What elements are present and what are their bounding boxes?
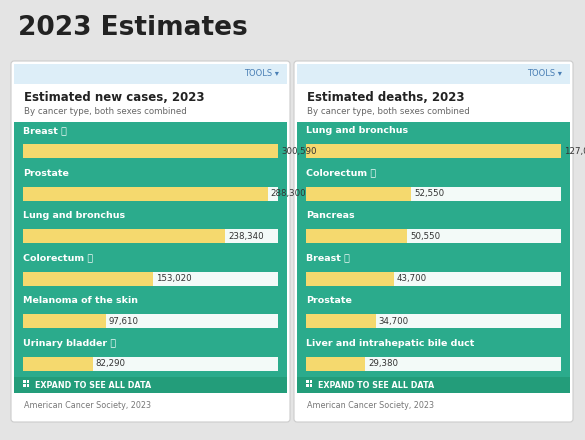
Bar [306, 356, 365, 370]
Text: Lung and bronchus: Lung and bronchus [306, 126, 408, 135]
Bar [297, 393, 570, 419]
Bar [306, 381, 308, 383]
Text: EXPAND TO SEE ALL DATA: EXPAND TO SEE ALL DATA [318, 381, 434, 389]
Bar [23, 229, 225, 243]
Text: 34,700: 34,700 [378, 317, 409, 326]
Bar [23, 356, 93, 370]
Text: Breast ⓘ: Breast ⓘ [306, 253, 350, 263]
Bar [306, 356, 561, 370]
Text: Urinary bladder ⓘ: Urinary bladder ⓘ [23, 338, 116, 348]
Bar [23, 381, 26, 383]
Text: 50,550: 50,550 [411, 231, 441, 241]
Bar [23, 144, 278, 158]
Bar [23, 384, 26, 387]
Bar [306, 271, 561, 286]
Bar [14, 64, 287, 84]
Text: 52,550: 52,550 [414, 189, 445, 198]
Bar [14, 393, 287, 419]
Text: EXPAND TO SEE ALL DATA: EXPAND TO SEE ALL DATA [35, 381, 152, 389]
Text: Prostate: Prostate [306, 296, 352, 305]
FancyBboxPatch shape [294, 61, 573, 422]
Text: 82,290: 82,290 [96, 359, 126, 368]
Text: 2023 Estimates: 2023 Estimates [18, 15, 248, 41]
Text: TOOLS ▾: TOOLS ▾ [527, 70, 562, 78]
Bar [306, 187, 561, 201]
Bar [23, 229, 278, 243]
Bar [23, 187, 267, 201]
Text: By cancer type, both sexes combined: By cancer type, both sexes combined [24, 107, 187, 116]
Text: Estimated new cases, 2023: Estimated new cases, 2023 [24, 91, 205, 104]
Bar [309, 381, 312, 383]
Text: 300,590: 300,590 [281, 147, 316, 156]
Text: 43,700: 43,700 [397, 274, 427, 283]
Text: 127,070: 127,070 [564, 147, 585, 156]
Text: Pancreas: Pancreas [306, 211, 355, 220]
Bar [306, 187, 411, 201]
Bar [309, 384, 312, 387]
Bar [23, 271, 153, 286]
Bar [297, 122, 570, 393]
Text: Lung and bronchus: Lung and bronchus [23, 211, 125, 220]
Text: 29,380: 29,380 [368, 359, 398, 368]
Bar [297, 64, 570, 84]
Bar [306, 384, 308, 387]
Bar [23, 271, 278, 286]
Bar [14, 377, 287, 393]
Text: Breast ⓘ: Breast ⓘ [23, 126, 67, 135]
Text: 288,300: 288,300 [271, 189, 306, 198]
Text: 238,340: 238,340 [228, 231, 264, 241]
Bar [27, 381, 29, 383]
Text: Melanoma of the skin: Melanoma of the skin [23, 296, 138, 305]
FancyBboxPatch shape [11, 61, 290, 422]
Bar [23, 314, 106, 328]
Bar [23, 356, 278, 370]
Text: Estimated deaths, 2023: Estimated deaths, 2023 [307, 91, 464, 104]
Text: 97,610: 97,610 [109, 317, 139, 326]
Text: By cancer type, both sexes combined: By cancer type, both sexes combined [307, 107, 470, 116]
Bar [23, 314, 278, 328]
Bar [23, 187, 278, 201]
Text: Colorectum ⓘ: Colorectum ⓘ [306, 169, 376, 177]
Bar [306, 144, 561, 158]
Text: 153,020: 153,020 [156, 274, 191, 283]
Text: Liver and intrahepatic bile duct: Liver and intrahepatic bile duct [306, 338, 474, 348]
Text: Prostate: Prostate [23, 169, 69, 177]
Text: American Cancer Society, 2023: American Cancer Society, 2023 [24, 401, 151, 411]
Bar [27, 384, 29, 387]
Bar [23, 144, 278, 158]
Bar [14, 122, 287, 393]
Text: American Cancer Society, 2023: American Cancer Society, 2023 [307, 401, 434, 411]
Bar [306, 314, 376, 328]
Bar [297, 377, 570, 393]
Bar [306, 271, 394, 286]
Bar [306, 229, 407, 243]
Text: Colorectum ⓘ: Colorectum ⓘ [23, 253, 93, 263]
Text: TOOLS ▾: TOOLS ▾ [244, 70, 279, 78]
Bar [306, 229, 561, 243]
Bar [306, 314, 561, 328]
Bar [306, 144, 561, 158]
